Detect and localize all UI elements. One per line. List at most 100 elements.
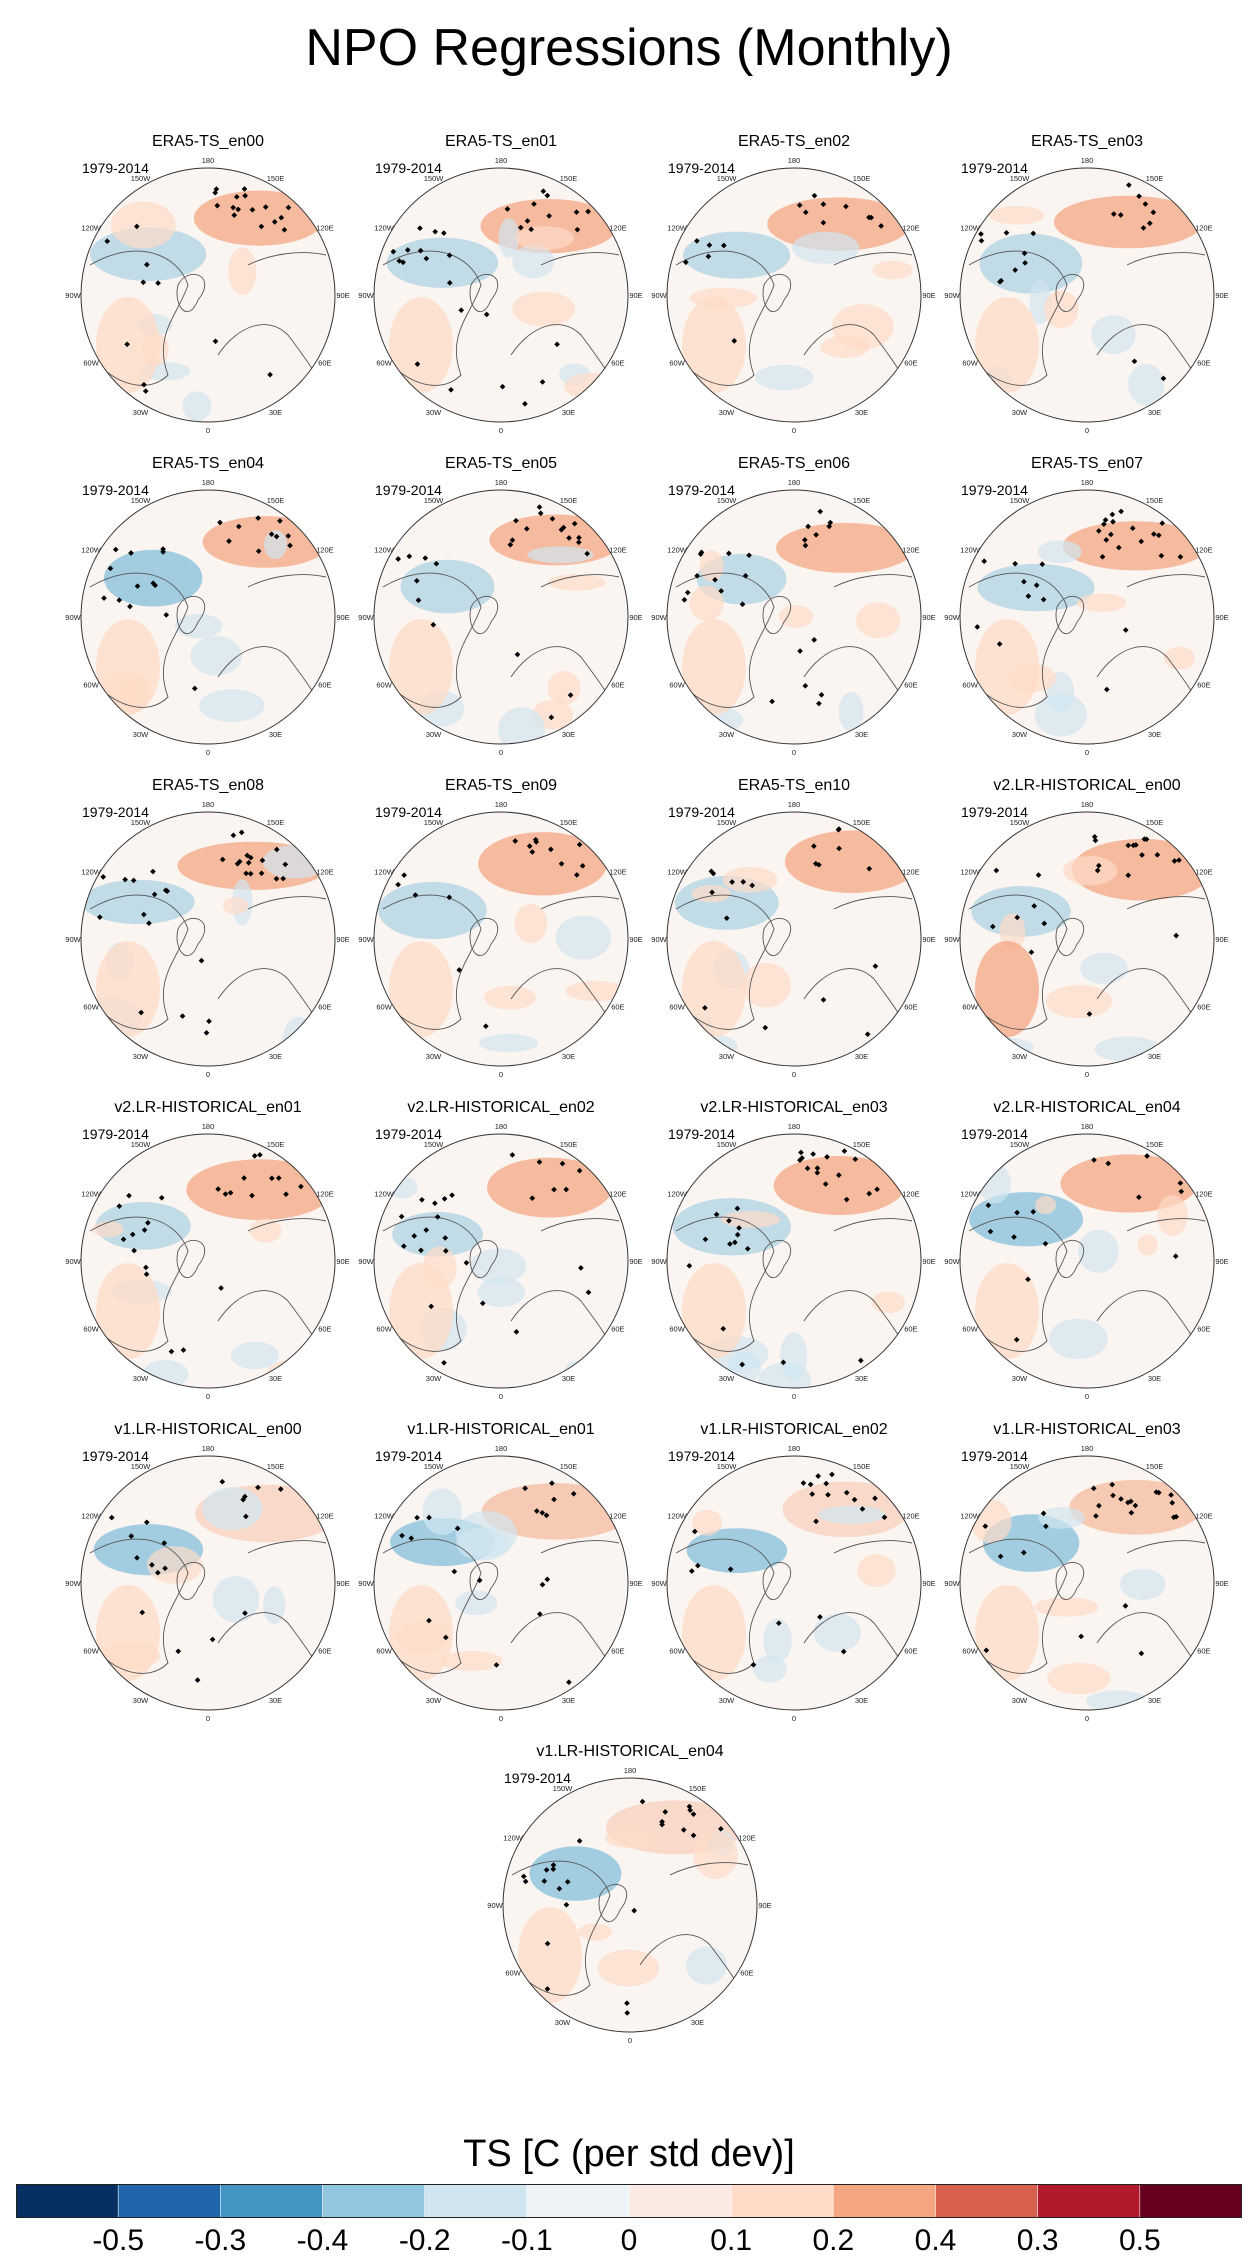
- warm-anomaly-area: [389, 297, 453, 393]
- longitude-label: 150W: [717, 1140, 738, 1149]
- cool-anomaly-area: [202, 1487, 263, 1531]
- warm-anomaly-area: [857, 1554, 896, 1587]
- longitude-label: 30W: [426, 1696, 442, 1705]
- longitude-label: 30W: [133, 1052, 149, 1061]
- warm-anomaly-area: [249, 1218, 282, 1243]
- panel-title: v2.LR-HISTORICAL_en00: [993, 777, 1181, 794]
- longitude-label: 180: [495, 156, 508, 165]
- longitude-label: 30E: [269, 730, 282, 739]
- significance-dot: [1169, 1499, 1176, 1506]
- longitude-label: 150W: [1010, 174, 1031, 183]
- polar-map: 180 150E 120E 90E 60E 30E 0 30W 60W 90W 120W 150W: [651, 1444, 935, 1723]
- warm-anomaly-area: [692, 1509, 723, 1536]
- longitude-label: 0: [1085, 1714, 1089, 1723]
- greenland-outline: [598, 1883, 628, 1923]
- significance-dot: [168, 1348, 175, 1355]
- warm-anomaly-area: [487, 1157, 613, 1218]
- significance-dot: [268, 531, 275, 537]
- siberia-outline: [833, 574, 913, 588]
- longitude-label: 30E: [562, 730, 575, 739]
- map-panel: ERA5-TS_en08 180 150E 120E 90E 60E 30E 0 30W 60W 9…: [62, 777, 354, 1097]
- significance-dot: [144, 261, 150, 268]
- warm-anomaly-area: [742, 962, 791, 1008]
- longitude-label: 0: [792, 1070, 796, 1079]
- polar-map: 180 150E 120E 90E 60E 30E 0 30W 60W 90W 120W 150W: [944, 156, 1228, 435]
- longitude-label: 30E: [269, 1374, 282, 1383]
- longitude-label: 150W: [1010, 496, 1031, 505]
- longitude-label: 90E: [336, 935, 349, 944]
- warm-anomaly-area: [975, 1263, 1039, 1359]
- significance-dot: [579, 863, 586, 869]
- greenland-outline: [762, 595, 792, 635]
- cool-anomaly-area: [264, 530, 288, 560]
- warm-anomaly-area: [975, 297, 1039, 393]
- significance-dot: [161, 1540, 168, 1546]
- significance-dot: [822, 1181, 829, 1187]
- longitude-label: 60W: [962, 1003, 978, 1012]
- longitude-label: 60W: [83, 1003, 99, 1012]
- significance-dot: [194, 1677, 201, 1683]
- cool-anomaly-area: [763, 1618, 792, 1663]
- warm-anomaly-area: [720, 1210, 781, 1228]
- longitude-label: 120W: [960, 546, 981, 555]
- north-america-outline: [382, 1538, 482, 1674]
- warm-anomaly-area: [682, 1585, 746, 1681]
- north-america-outline: [675, 572, 775, 708]
- map-border: [373, 167, 629, 423]
- significance-dot: [1025, 593, 1032, 599]
- significance-dot: [713, 1211, 720, 1218]
- significance-dot: [446, 279, 453, 286]
- significance-dot: [1138, 538, 1145, 545]
- north-america-outline: [968, 250, 1068, 386]
- longitude-label: 90E: [922, 613, 935, 622]
- siberia-outline: [540, 1218, 620, 1232]
- longitude-label: 30W: [719, 1696, 735, 1705]
- warm-anomaly-area: [1045, 984, 1113, 1019]
- greenland-outline: [1055, 1239, 1085, 1279]
- longitude-label: 30W: [719, 1052, 735, 1061]
- significance-dot: [143, 1271, 150, 1278]
- longitude-label: 120W: [374, 546, 395, 555]
- significance-dot: [180, 1347, 187, 1353]
- longitude-label: 60E: [1197, 1003, 1210, 1012]
- significance-dot: [843, 1196, 850, 1203]
- significance-dot: [797, 1157, 803, 1163]
- cool-anomaly-area: [182, 391, 212, 421]
- longitude-label: 30E: [1148, 408, 1161, 417]
- siberia-outline: [247, 1218, 327, 1232]
- significance-dot: [428, 1303, 435, 1310]
- longitude-label: 150E: [1146, 1462, 1164, 1471]
- longitude-label: 120W: [960, 224, 981, 233]
- warm-anomaly-area: [483, 985, 536, 1010]
- map-border: [80, 1455, 336, 1711]
- warm-anomaly-area: [96, 1263, 160, 1359]
- significance-dot: [872, 1495, 878, 1502]
- warm-anomaly-area: [855, 602, 901, 639]
- longitude-label: 90E: [629, 1579, 642, 1588]
- significance-dot: [245, 859, 252, 866]
- cool-anomaly-area: [282, 1016, 315, 1064]
- significance-dot: [390, 248, 397, 255]
- longitude-label: 180: [495, 478, 508, 487]
- significance-dot: [1086, 1011, 1093, 1017]
- warm-anomaly-area: [689, 585, 724, 621]
- north-america-outline: [89, 894, 189, 1030]
- longitude-label: 120W: [667, 224, 688, 233]
- longitude-label: 0: [1085, 1070, 1089, 1079]
- significance-dot: [298, 1183, 304, 1190]
- map-panel: v2.LR-HISTORICAL_en03 180 150E 120E 90E 60E 30…: [648, 1099, 940, 1419]
- greenland-outline: [1055, 1561, 1085, 1601]
- longitude-label: 150E: [267, 496, 285, 505]
- significance-dot: [1138, 1650, 1145, 1657]
- longitude-label: 150E: [267, 174, 285, 183]
- north-america-outline: [511, 1860, 611, 1996]
- longitude-label: 30W: [426, 1052, 442, 1061]
- significance-dot: [662, 1809, 669, 1815]
- cool-anomaly-area: [979, 233, 1083, 294]
- significance-dot: [262, 204, 269, 210]
- significance-dot: [131, 1247, 137, 1254]
- colorbar: -0.5 -0.3 -0.4 -0.2 -0.1 0 0.1 0.2 0.4 0.3 0.5: [16, 2184, 1242, 2254]
- longitude-label: 90W: [358, 291, 374, 300]
- cool-anomaly-area: [555, 915, 612, 960]
- panel-grid: ERA5-TS_en00 180 150E 120E 90E 60E 30E 0 30W 60W 9…: [62, 133, 1228, 2045]
